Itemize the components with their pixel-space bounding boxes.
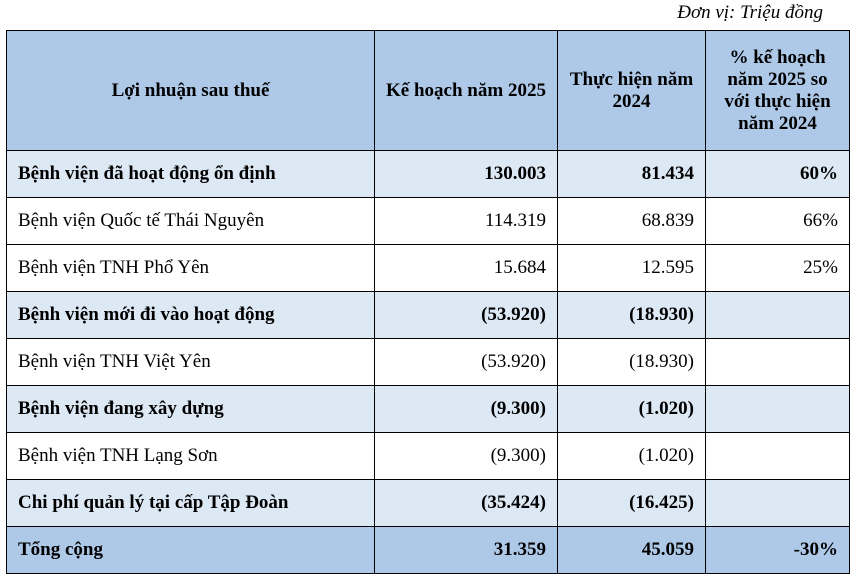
table-row: Bệnh viện TNH Phổ Yên 15.684 12.595 25% [6, 244, 850, 292]
row-name-cell: Tổng cộng [6, 526, 375, 574]
table-row: Bệnh viện TNH Lạng Sơn (9.300) (1.020) [6, 432, 850, 480]
table-body: Bệnh viện đã hoạt động ổn định 130.003 81.… [6, 150, 850, 574]
actual-2024-cell: (1.020) [557, 385, 706, 433]
table-row: Bệnh viện đang xây dựng (9.300) (1.020) [6, 385, 850, 433]
profit-table: Lợi nhuận sau thuế Kế hoạch năm 2025 Thự… [6, 30, 850, 574]
row-name-cell: Bệnh viện TNH Lạng Sơn [6, 432, 375, 480]
row-name-cell: Bệnh viện TNH Việt Yên [6, 338, 375, 386]
plan-2025-cell: (53.920) [374, 338, 558, 386]
actual-2024-cell: 68.839 [557, 197, 706, 245]
table-row: Chi phí quản lý tại cấp Tập Đoàn (35.424)… [6, 479, 850, 527]
actual-2024-cell: (1.020) [557, 432, 706, 480]
header-plan-2025: Kế hoạch năm 2025 [374, 30, 558, 151]
table-row: Bệnh viện Quốc tế Thái Nguyên 114.319 68.8… [6, 197, 850, 245]
percent-cell: 25% [705, 244, 850, 292]
actual-2024-cell: (16.425) [557, 479, 706, 527]
row-name-cell: Bệnh viện đã hoạt động ổn định [6, 150, 375, 198]
actual-2024-cell: (18.930) [557, 338, 706, 386]
header-actual-2024: Thực hiện năm 2024 [557, 30, 706, 151]
table-row: Bệnh viện mới đi vào hoạt động (53.920) (1… [6, 291, 850, 339]
header-percent: % kế hoạch năm 2025 so với thực hiện năm… [705, 30, 850, 151]
row-name-cell: Bệnh viện TNH Phổ Yên [6, 244, 375, 292]
percent-cell [705, 291, 850, 339]
plan-2025-cell: 130.003 [374, 150, 558, 198]
unit-label: Đơn vị: Triệu đồng [677, 2, 823, 23]
actual-2024-cell: (18.930) [557, 291, 706, 339]
table-row: Bệnh viện đã hoạt động ổn định 130.003 81.… [6, 150, 850, 198]
percent-cell [705, 385, 850, 433]
row-name-cell: Bệnh viện Quốc tế Thái Nguyên [6, 197, 375, 245]
percent-cell [705, 432, 850, 480]
plan-2025-cell: (53.920) [374, 291, 558, 339]
row-name-cell: Bệnh viện đang xây dựng [6, 385, 375, 433]
plan-2025-cell: (9.300) [374, 432, 558, 480]
header-profit: Lợi nhuận sau thuế [6, 30, 375, 151]
actual-2024-cell: 81.434 [557, 150, 706, 198]
actual-2024-cell: 12.595 [557, 244, 706, 292]
percent-cell [705, 479, 850, 527]
table-header-row: Lợi nhuận sau thuế Kế hoạch năm 2025 Thự… [6, 30, 850, 151]
plan-2025-cell: (9.300) [374, 385, 558, 433]
plan-2025-cell: (35.424) [374, 479, 558, 527]
row-name-cell: Bệnh viện mới đi vào hoạt động [6, 291, 375, 339]
plan-2025-cell: 114.319 [374, 197, 558, 245]
percent-cell: 60% [705, 150, 850, 198]
table-row: Bệnh viện TNH Việt Yên (53.920) (18.930) [6, 338, 850, 386]
table-row: Tổng cộng 31.359 45.059 -30% [6, 526, 850, 574]
percent-cell: 66% [705, 197, 850, 245]
plan-2025-cell: 31.359 [374, 526, 558, 574]
percent-cell [705, 338, 850, 386]
percent-cell: -30% [705, 526, 850, 574]
row-name-cell: Chi phí quản lý tại cấp Tập Đoàn [6, 479, 375, 527]
plan-2025-cell: 15.684 [374, 244, 558, 292]
actual-2024-cell: 45.059 [557, 526, 706, 574]
